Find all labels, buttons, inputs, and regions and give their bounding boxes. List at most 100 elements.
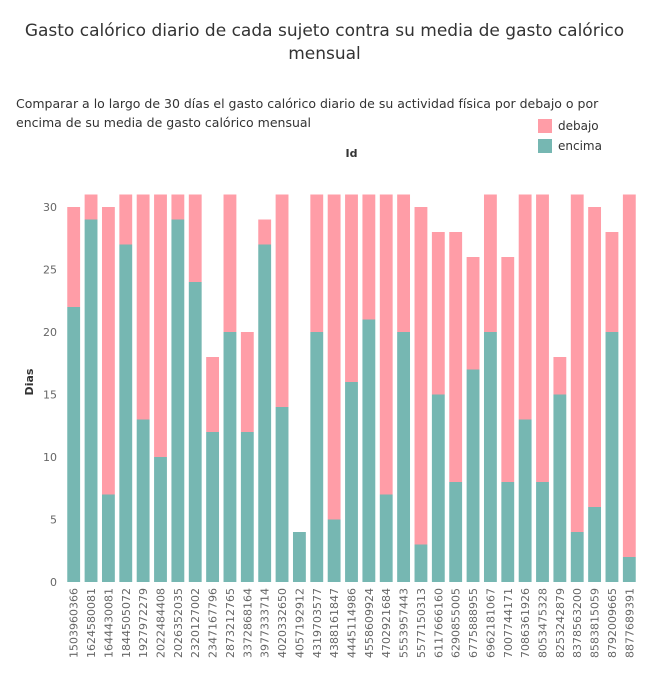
bar-encima[interactable] [501,482,515,582]
bar-encima[interactable] [518,419,532,583]
legend-item-encima[interactable]: encima [538,136,602,156]
bar-debajo[interactable] [119,194,133,245]
legend-item-debajo[interactable]: debajo [538,116,602,136]
bar-debajo[interactable] [518,194,532,420]
bar-encima[interactable] [379,494,393,583]
bar-encima[interactable] [345,382,358,582]
bar-encima[interactable] [397,332,411,582]
bar-debajo[interactable] [536,194,549,483]
x-tick-label: 7007744171 [502,588,515,658]
bar-debajo[interactable] [310,194,324,333]
x-tick-label: 8792009665 [606,588,619,658]
x-tick-label: 3977333714 [259,588,272,658]
bar-encima[interactable] [327,519,341,583]
bar-encima[interactable] [154,457,167,582]
x-tick-label: 6117666160 [432,588,445,658]
legend: debajo encima [538,116,602,156]
chart-title: Gasto calórico diario de cada sujeto con… [24,21,625,64]
bar-encima[interactable] [119,244,133,583]
bar-debajo[interactable] [327,194,341,520]
bar-encima[interactable] [275,407,289,582]
x-tick-label: 6962181067 [484,588,497,658]
bar-debajo[interactable] [553,357,567,395]
bar-encima[interactable] [553,394,567,583]
bar-debajo[interactable] [258,219,272,245]
bar-encima[interactable] [466,369,480,583]
bar-debajo[interactable] [449,232,463,482]
y-axis-label: Dias [23,368,36,395]
bar-debajo[interactable] [136,194,150,420]
x-tick-label: 7086361926 [519,588,532,658]
x-tick-label: 8877689391 [623,588,636,658]
x-tick-label: 8053475328 [537,588,550,658]
bar-debajo[interactable] [188,194,202,283]
bar-encima[interactable] [605,332,619,582]
x-tick-label: 5553957443 [398,588,411,658]
bar-encima[interactable] [84,219,98,583]
bar-debajo[interactable] [275,194,289,408]
bar-debajo[interactable] [84,194,98,220]
bar-debajo[interactable] [414,207,428,545]
bar-debajo[interactable] [605,232,619,332]
x-tick-label: 5577150313 [415,588,428,658]
legend-swatch-debajo [538,119,552,133]
x-tick-label: 1624580081 [85,588,98,658]
legend-label-encima: encima [558,139,602,153]
bar-debajo[interactable] [101,207,115,495]
x-tick-label: 4020332650 [276,588,289,658]
bar-debajo[interactable] [345,194,358,383]
bar-debajo[interactable] [397,194,411,333]
bar-debajo[interactable] [206,357,220,432]
x-tick-label: 2320127002 [189,588,202,658]
bar-encima[interactable] [362,319,376,583]
x-tick-label: 8583815059 [589,588,602,658]
bar-debajo[interactable] [171,194,185,220]
bar-encima[interactable] [292,532,306,582]
bar-encima[interactable] [431,394,445,583]
bar-debajo[interactable] [240,332,254,432]
bar-debajo[interactable] [588,207,602,507]
x-tick-label: 1844505072 [120,588,133,658]
bar-encima[interactable] [449,482,463,582]
bar-encima[interactable] [414,544,428,583]
legend-label-debajo: debajo [558,119,599,133]
x-tick-label: 2026352035 [172,588,185,658]
bar-encima[interactable] [536,482,549,582]
bar-encima[interactable] [188,282,202,582]
bar-encima[interactable] [588,507,602,582]
bar-encima[interactable] [240,432,254,582]
bar-encima[interactable] [136,419,150,583]
bar-encima[interactable] [622,557,636,582]
x-tick-label: 8253242879 [554,588,567,658]
bar-encima[interactable] [570,532,584,582]
x-tick-label: 2347167796 [207,588,220,658]
bar-encima[interactable] [483,332,497,582]
bar-encima[interactable] [101,494,115,583]
bar-encima[interactable] [206,432,220,582]
chart-subtitle: Comparar a lo largo de 30 días el gasto … [16,96,599,130]
x-tick-label: 4445114986 [346,588,359,658]
bar-debajo[interactable] [501,257,515,482]
bar-debajo[interactable] [483,194,497,333]
bar-debajo[interactable] [622,194,636,558]
bar-encima[interactable] [67,307,81,582]
bar-debajo[interactable] [67,207,81,307]
bar-encima[interactable] [171,219,185,583]
y-tick-label: 0 [50,576,57,589]
bar-encima[interactable] [223,332,237,582]
x-tick-label: 6775888955 [467,588,480,658]
bar-encima[interactable] [258,244,272,583]
bar-debajo[interactable] [466,257,480,370]
column-header: Id [346,147,358,160]
bar-debajo[interactable] [431,232,445,395]
bar-debajo[interactable] [362,194,376,320]
bar-debajo[interactable] [223,194,237,333]
x-tick-label: 3372868164 [241,588,254,658]
bar-encima[interactable] [310,332,324,582]
x-tick-label: 2022484408 [155,588,168,658]
legend-swatch-encima [538,139,552,153]
bar-debajo[interactable] [379,194,393,495]
bar-debajo[interactable] [570,194,584,533]
y-tick-label: 25 [43,264,57,277]
bar-debajo[interactable] [154,194,167,458]
